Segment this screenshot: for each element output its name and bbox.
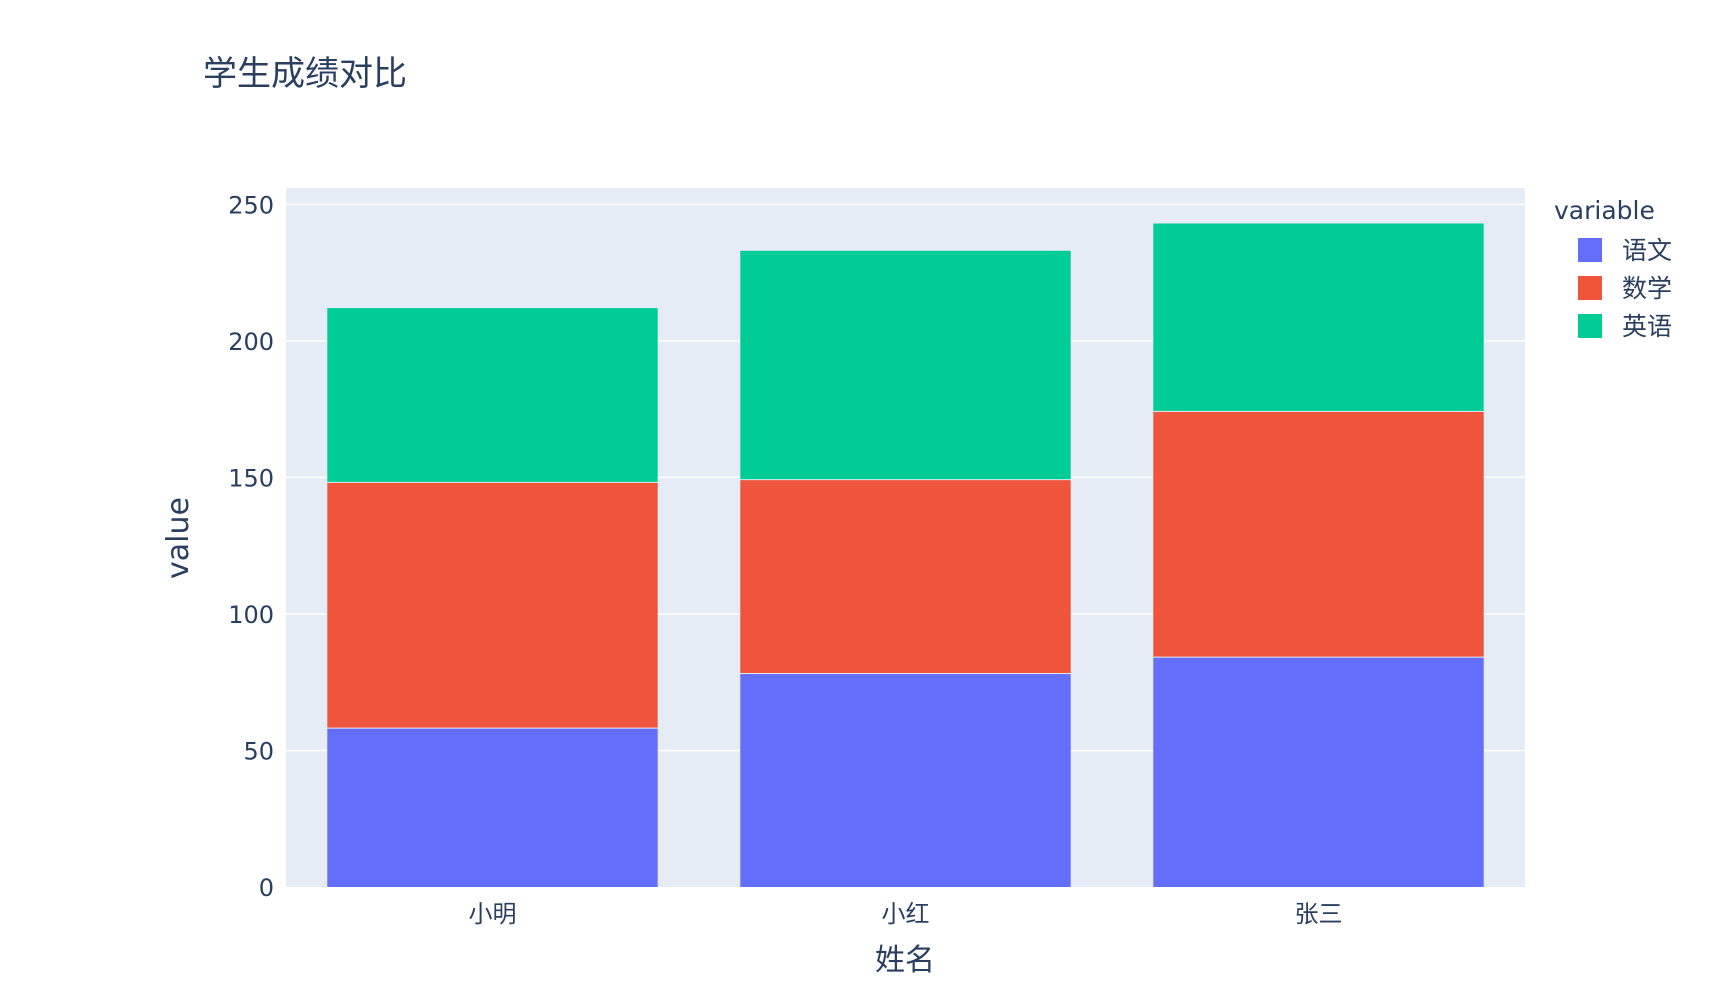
y-tick-label: 150 [228,464,274,492]
bar-2-2 [740,480,1071,674]
bar-3-3 [1153,223,1484,411]
bar-1-2 [740,674,1071,887]
legend-label: 数学 [1622,274,1672,303]
chart-title: 学生成绩对比 [203,54,407,94]
bar-1-3 [1153,657,1484,887]
y-tick-label: 50 [243,737,274,765]
y-tick-label: 100 [228,601,274,629]
legend-label: 语文 [1622,236,1672,265]
legend-label: 英语 [1622,312,1672,341]
legend-title: variable [1554,196,1655,225]
x-tick-label: 小红 [882,900,930,928]
legend-swatch [1578,276,1602,300]
y-tick-label: 0 [259,874,274,902]
bar-1-1 [327,728,658,887]
bar-3-2 [740,250,1071,480]
bar-3-1 [327,308,658,482]
x-axis-ticks: 小明 小红 张三 [469,900,1343,928]
legend-swatch [1578,314,1602,338]
x-tick-label: 小明 [469,900,517,928]
y-axis-title: value [161,497,196,579]
y-axis-ticks: 0 50 100 150 200 250 [228,191,274,902]
bars [327,223,1484,887]
x-axis-title: 姓名 [875,943,935,978]
x-tick-label: 张三 [1295,900,1343,928]
y-tick-label: 250 [228,191,274,219]
y-tick-label: 200 [228,328,274,356]
legend-swatch [1578,238,1602,262]
bar-2-3 [1153,411,1484,657]
bar-2-1 [327,482,658,728]
